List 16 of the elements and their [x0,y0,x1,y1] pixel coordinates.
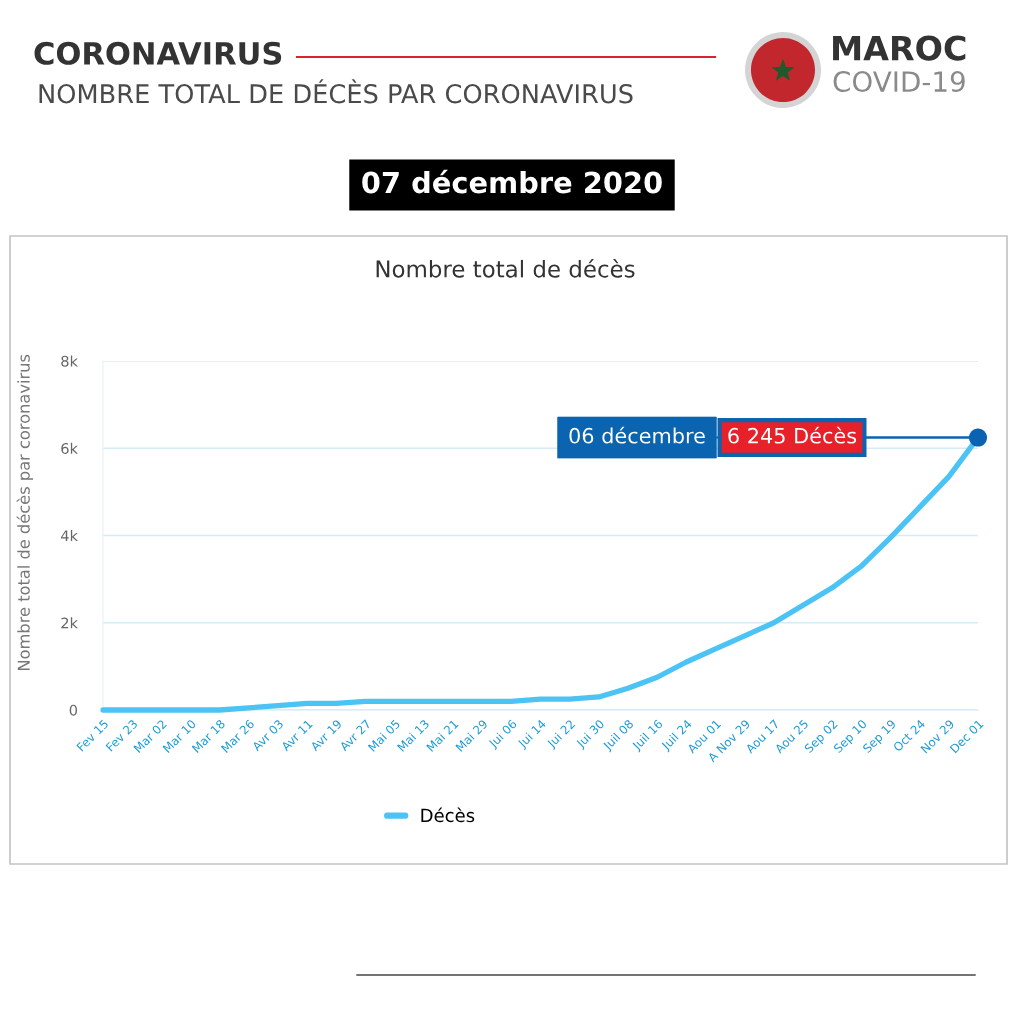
legend-label: Décès [421,807,475,823]
chart-subtitle: NOMBRE TOTAL DE DÉCÈS PAR CORONAVIRUS [39,79,633,104]
chart-title: CORONAVIRUS [34,41,282,65]
y-axis-title: Nombre total de décès par coronavirus [16,354,33,670]
text: MAROC [833,35,966,61]
y-tick-label: 8k [61,355,78,367]
y-tick-label: 4k [60,529,78,542]
x-tick-label: Jui 06 [487,718,519,751]
y-tick-label: 0 [69,704,78,716]
text: COVID-19 [833,71,965,93]
text: 07 décembre 2020 [362,169,662,194]
y-tick-label: 6k [61,442,78,454]
y-tick-label: 2k [61,617,78,629]
annotation: 06 décembre [569,426,705,444]
annotation: 6 245 Décès [728,426,857,444]
text: Nombre total de décès [376,258,635,278]
